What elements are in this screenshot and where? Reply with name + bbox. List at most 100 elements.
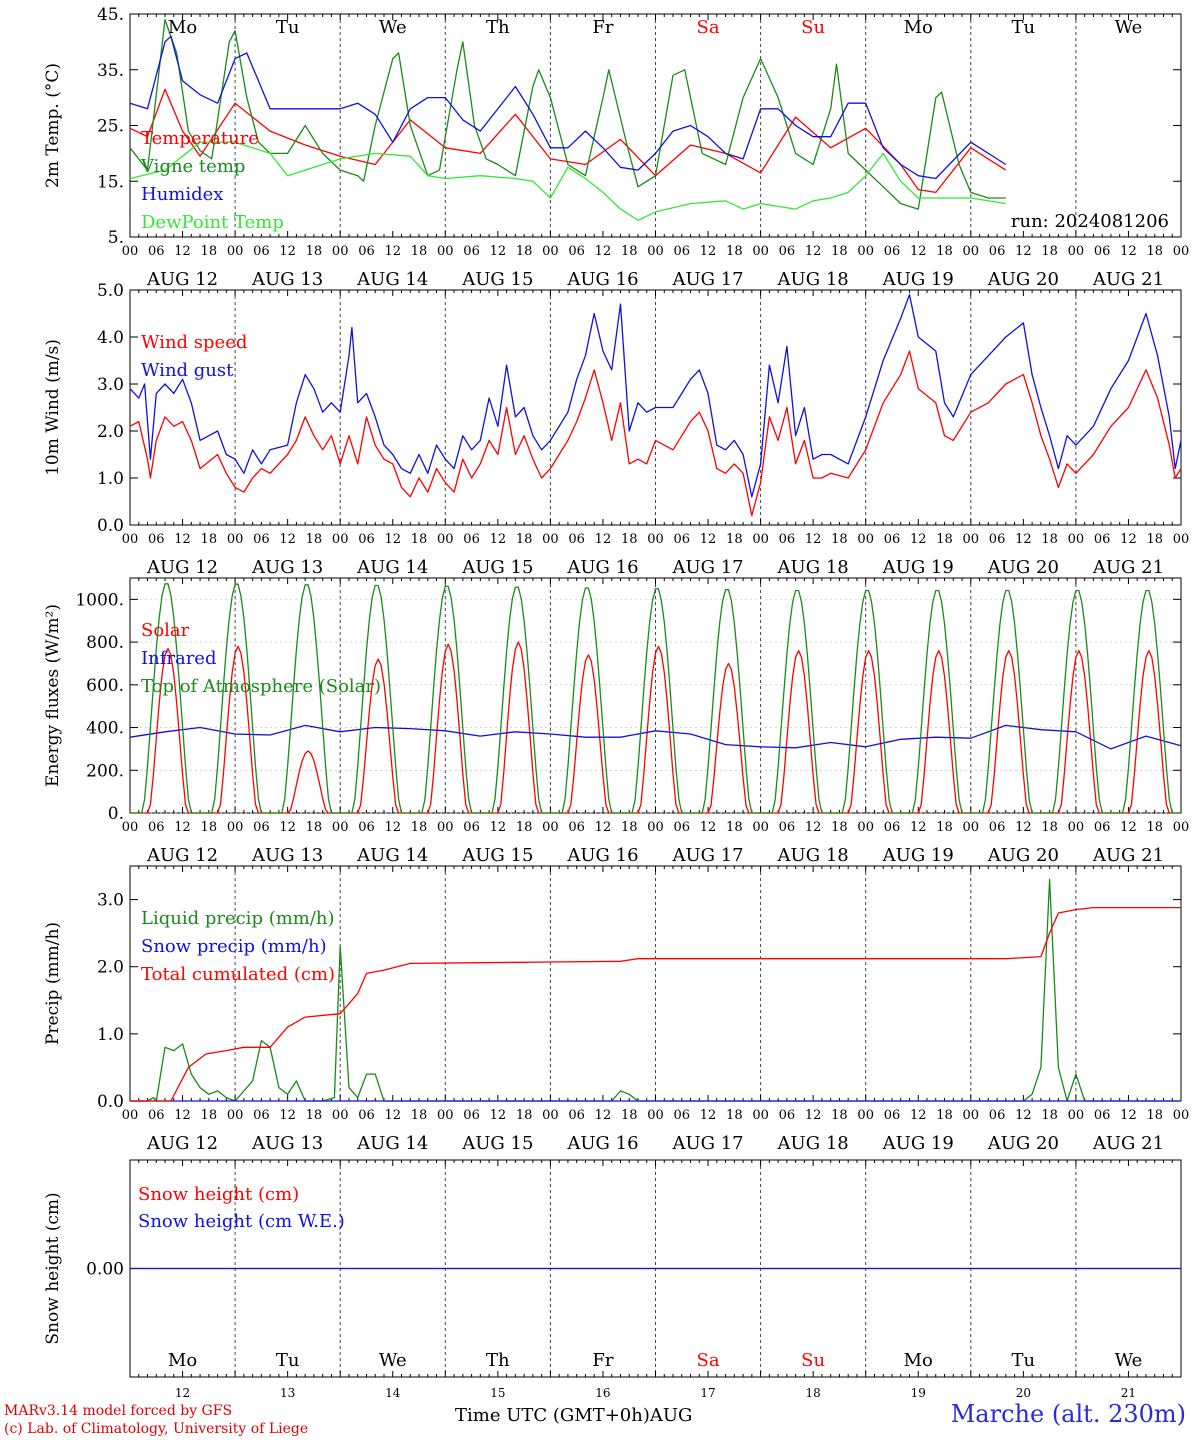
hour-label: 18 xyxy=(1041,820,1058,835)
day-number-label: 15 xyxy=(490,1386,505,1400)
y-tick-label: 0. xyxy=(108,804,124,824)
hour-label: 18 xyxy=(1146,820,1163,835)
hour-label: 12 xyxy=(1120,532,1137,547)
date-label: AUG 17 xyxy=(671,845,743,866)
hour-label: 12 xyxy=(384,532,401,547)
hour-label: 06 xyxy=(358,244,375,259)
legend-entry: Wind gust xyxy=(141,360,234,381)
hour-label: 12 xyxy=(700,244,717,259)
weekday-label: Mo xyxy=(904,17,933,38)
hour-label: 12 xyxy=(1120,1108,1137,1123)
series-line-3 xyxy=(130,906,1181,1102)
hour-label: 00 xyxy=(857,244,874,259)
hour-label: 06 xyxy=(568,820,585,835)
panel-5 xyxy=(129,1159,1182,1378)
hour-label: 00 xyxy=(122,244,139,259)
hour-label: 06 xyxy=(253,820,270,835)
date-label: AUG 15 xyxy=(461,845,533,866)
hour-label: 12 xyxy=(279,244,296,259)
date-label: AUG 18 xyxy=(777,269,849,290)
hour-label: 06 xyxy=(568,244,585,259)
hour-label: 18 xyxy=(1041,532,1058,547)
model-credit: MARv3.14 model forced by GFS xyxy=(4,1403,233,1419)
y-tick-label: 1.0 xyxy=(97,469,124,489)
day-number-label: 14 xyxy=(385,1386,401,1400)
legend-entry: Humidex xyxy=(141,184,223,205)
hour-label: 12 xyxy=(595,244,612,259)
hour-label: 12 xyxy=(490,244,507,259)
hour-label: 12 xyxy=(1120,244,1137,259)
hour-label: 00 xyxy=(1068,820,1085,835)
day-number-label: 16 xyxy=(595,1386,610,1400)
date-label: AUG 14 xyxy=(356,557,428,578)
hour-label: 06 xyxy=(463,820,480,835)
date-label: AUG 13 xyxy=(251,557,323,578)
hour-label: 18 xyxy=(621,1108,638,1123)
weekday-label: Su xyxy=(801,1350,825,1371)
date-label: AUG 21 xyxy=(1092,845,1164,866)
panel-2 xyxy=(129,289,1182,526)
hour-label: 00 xyxy=(1173,532,1190,547)
hour-label: 00 xyxy=(857,1108,874,1123)
legend-entry: DewPoint Temp xyxy=(141,212,284,233)
series-line-1 xyxy=(130,641,1181,814)
hour-label: 12 xyxy=(700,1108,717,1123)
hour-label: 12 xyxy=(384,820,401,835)
weekday-label: Th xyxy=(486,1350,510,1371)
date-label: AUG 14 xyxy=(356,1133,428,1154)
hour-label: 00 xyxy=(542,532,559,547)
month-label: AUG xyxy=(649,1405,693,1426)
hour-label: 00 xyxy=(752,820,769,835)
y-axis-label: Snow height (cm) xyxy=(43,1192,63,1344)
hour-label: 06 xyxy=(568,532,585,547)
y-tick-label: 5.0 xyxy=(97,281,124,301)
legend-entry: Temperature xyxy=(141,128,259,149)
weekday-label: Tu xyxy=(276,17,300,38)
date-label: AUG 17 xyxy=(671,557,743,578)
hour-label: 06 xyxy=(989,1108,1006,1123)
panel-1 xyxy=(129,13,1182,238)
legend-entry: Snow height (cm) xyxy=(138,1184,299,1205)
date-label: AUG 16 xyxy=(566,269,638,290)
hour-label: 00 xyxy=(542,244,559,259)
y-tick-label: 15. xyxy=(97,172,124,192)
hour-label: 18 xyxy=(1146,1108,1163,1123)
date-label: AUG 19 xyxy=(882,557,954,578)
hour-label: 18 xyxy=(621,532,638,547)
hour-label: 06 xyxy=(463,532,480,547)
series-line-1 xyxy=(129,88,1007,194)
hour-label: 18 xyxy=(1146,244,1163,259)
hour-label: 12 xyxy=(279,820,296,835)
hour-label: 12 xyxy=(910,1108,927,1123)
hour-label: 18 xyxy=(306,244,323,259)
hour-label: 00 xyxy=(857,532,874,547)
date-label: AUG 19 xyxy=(882,269,954,290)
hour-label: 00 xyxy=(1173,244,1190,259)
hour-label: 06 xyxy=(463,1108,480,1123)
hour-label: 12 xyxy=(174,1108,191,1123)
hour-label: 18 xyxy=(621,244,638,259)
hour-label: 00 xyxy=(542,820,559,835)
y-tick-label: 3.0 xyxy=(97,375,124,395)
weekday-label: Su xyxy=(801,17,825,38)
hour-label: 06 xyxy=(674,820,691,835)
hour-label: 00 xyxy=(437,1108,454,1123)
legend-entry: Top of Atmosphere (Solar) xyxy=(141,676,381,697)
hour-label: 18 xyxy=(726,820,743,835)
date-label: AUG 13 xyxy=(251,1133,323,1154)
hour-label: 12 xyxy=(805,820,822,835)
hour-label: 06 xyxy=(358,532,375,547)
hour-label: 12 xyxy=(279,532,296,547)
y-tick-label: 3.0 xyxy=(97,891,124,911)
hour-label: 06 xyxy=(779,1108,796,1123)
hour-label: 12 xyxy=(805,244,822,259)
legend-entry: Vigne temp xyxy=(140,156,245,177)
hour-label: 00 xyxy=(1068,244,1085,259)
panel-4 xyxy=(129,865,1182,1102)
day-number-label: 21 xyxy=(1121,1386,1136,1400)
hour-label: 00 xyxy=(963,532,980,547)
hour-label: 18 xyxy=(936,532,953,547)
hour-label: 06 xyxy=(884,532,901,547)
hour-label: 06 xyxy=(674,1108,691,1123)
